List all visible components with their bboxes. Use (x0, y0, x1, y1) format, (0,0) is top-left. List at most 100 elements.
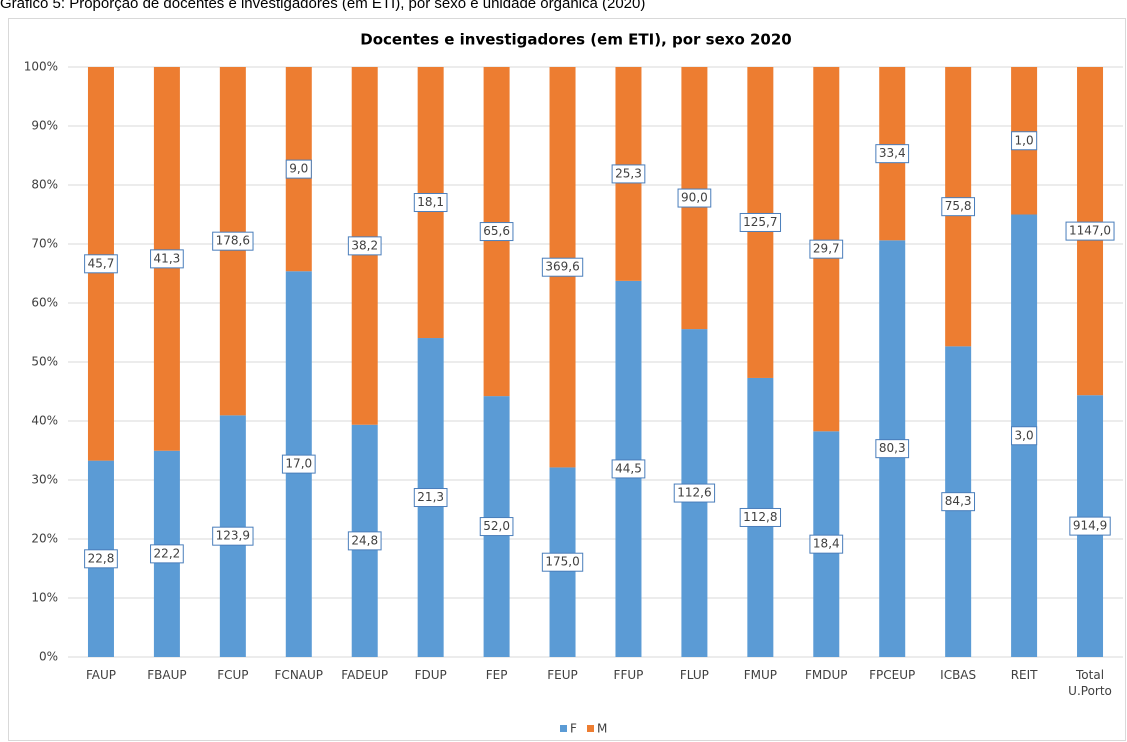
data-label: 90,0 (681, 191, 708, 205)
x-tick-label: FPCEUP (869, 668, 915, 682)
data-label: 80,3 (879, 441, 906, 455)
y-tick-label: 30% (31, 473, 58, 487)
x-tick-label-line: REIT (1011, 668, 1038, 682)
x-tick-label-line: FCUP (217, 668, 248, 682)
data-label-box (677, 188, 712, 208)
data-label-box (611, 164, 646, 184)
legend-swatch (587, 725, 594, 732)
data-label: 178,6 (216, 234, 250, 248)
x-tick-label: FMUP (744, 668, 777, 682)
x-tick-label-line: FAUP (86, 668, 116, 682)
x-tick-label-line: FADEUP (341, 668, 388, 682)
x-tick-label: FMDUP (805, 668, 848, 682)
data-label-box (941, 492, 976, 512)
data-label-box (739, 507, 782, 527)
data-label-box (541, 552, 584, 572)
data-label-box (413, 193, 448, 213)
data-label-box (875, 439, 910, 459)
data-label: 22,8 (88, 551, 115, 565)
data-label-box (285, 159, 312, 179)
data-label: 38,2 (351, 238, 378, 252)
data-label: 22,2 (154, 546, 181, 560)
data-label-box (739, 212, 782, 232)
y-tick-label: 50% (31, 355, 58, 369)
data-label: 24,8 (351, 533, 378, 547)
x-tick-label: FLUP (680, 668, 709, 682)
x-tick-label-line: FPCEUP (869, 668, 915, 682)
data-label-box (541, 257, 584, 277)
data-label: 112,6 (677, 486, 711, 500)
x-tick-label-line: FCNAUP (275, 668, 324, 682)
y-tick-label: 40% (31, 414, 58, 428)
data-label: 45,7 (88, 256, 115, 270)
data-label-box (809, 534, 844, 554)
x-tick-label: FADEUP (341, 668, 388, 682)
data-label-box (84, 549, 118, 569)
x-tick-label: FEUP (547, 668, 578, 682)
data-label-box (1011, 131, 1038, 151)
x-tick-label-line: FDUP (415, 668, 447, 682)
data-label-box (212, 526, 254, 546)
x-tick-label: FCUP (217, 668, 248, 682)
data-label-box (150, 249, 184, 269)
x-tick-label: FBAUP (147, 668, 186, 682)
data-label: 369,6 (545, 260, 579, 274)
data-label: 914,9 (1073, 519, 1107, 533)
data-label-box (281, 454, 316, 474)
y-tick-label: 70% (31, 237, 58, 251)
data-label-box (347, 236, 382, 256)
chart-title: Docentes e investigadores (em ETI), por … (360, 31, 791, 49)
y-tick-label: 90% (31, 119, 58, 133)
data-label-box (673, 483, 716, 503)
x-tick-label: FDUP (415, 668, 447, 682)
data-label-box (479, 517, 514, 537)
data-label-box (875, 144, 910, 164)
x-tick-label-line: FBAUP (147, 668, 186, 682)
y-tick-label: 100% (24, 60, 58, 74)
x-tick-label-line: ICBAS (940, 668, 976, 682)
data-label: 18,1 (417, 195, 444, 209)
legend-label: M (597, 722, 607, 736)
data-label: 33,4 (879, 146, 906, 160)
data-label: 9,0 (289, 162, 308, 176)
data-label: 25,3 (615, 166, 642, 180)
legend-label: F (570, 722, 577, 736)
x-tick-label: FFUP (614, 668, 644, 682)
y-tick-label: 0% (39, 650, 58, 664)
x-tick-label-line: FMDUP (805, 668, 848, 682)
data-label-box (1011, 426, 1038, 446)
data-label-box (212, 231, 254, 251)
y-tick-label: 10% (31, 591, 58, 605)
data-label: 3,0 (1015, 428, 1034, 442)
x-tick-label: REIT (1011, 668, 1038, 682)
data-label-box (84, 254, 118, 274)
x-tick-label-line: Total (1075, 668, 1104, 682)
data-label: 44,5 (615, 461, 642, 475)
legend-swatch (560, 725, 567, 732)
data-label: 29,7 (813, 242, 840, 256)
x-tick-label-line: FFUP (614, 668, 644, 682)
y-tick-label: 80% (31, 178, 58, 192)
x-tick-label: FAUP (86, 668, 116, 682)
x-tick-label-line: U.Porto (1068, 684, 1112, 698)
data-label-box (150, 544, 184, 564)
data-label: 1,0 (1015, 133, 1034, 147)
data-label: 123,9 (216, 529, 250, 543)
data-label-box (479, 222, 514, 242)
data-label: 125,7 (743, 215, 777, 229)
data-label: 18,4 (813, 537, 840, 551)
data-label: 65,6 (483, 224, 510, 238)
x-tick-label-line: FLUP (680, 668, 709, 682)
data-label: 21,3 (417, 490, 444, 504)
data-label-box (1065, 221, 1115, 241)
x-tick-label-line: FEUP (547, 668, 578, 682)
data-label: 175,0 (545, 555, 579, 569)
data-label: 41,3 (154, 251, 181, 265)
y-tick-label: 20% (31, 532, 58, 546)
data-label: 17,0 (285, 457, 312, 471)
data-label: 84,3 (945, 494, 972, 508)
data-label-box (347, 531, 382, 551)
x-tick-label: FEP (486, 668, 508, 682)
data-label: 52,0 (483, 519, 510, 533)
